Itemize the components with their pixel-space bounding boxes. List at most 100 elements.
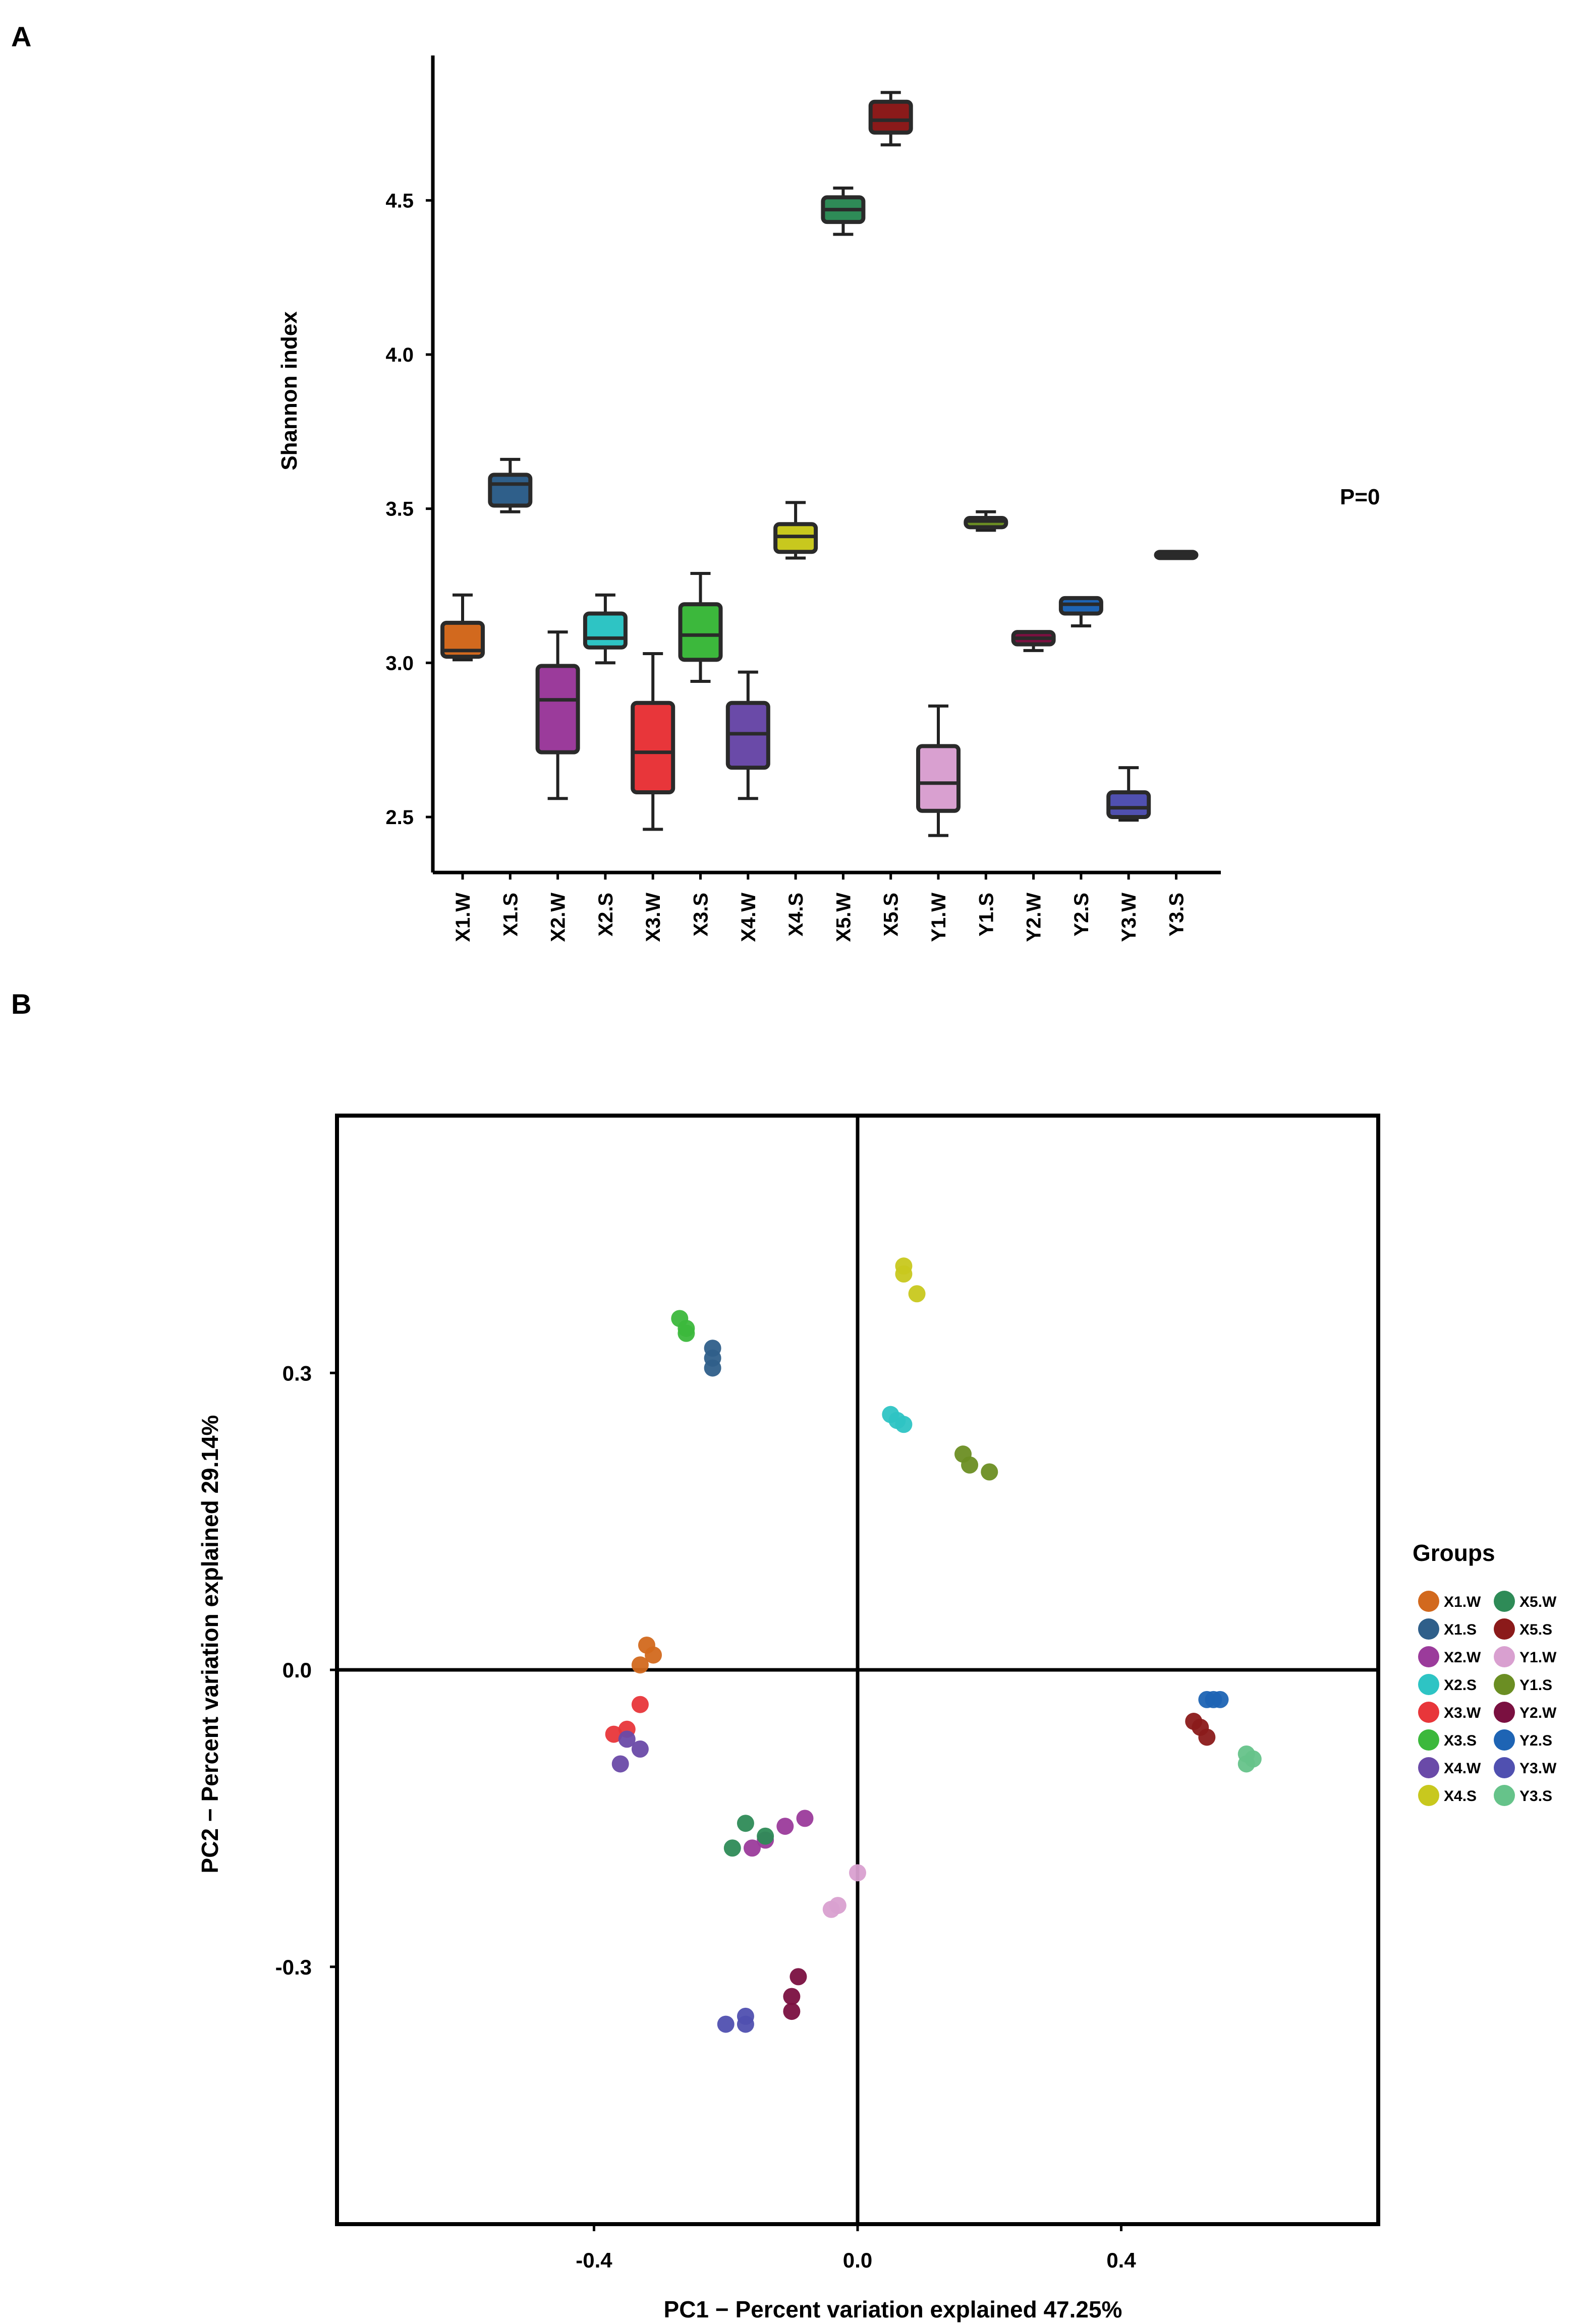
x-tick-label-y3-w: Y3.W xyxy=(1118,893,1140,942)
box-x4-w xyxy=(725,670,770,800)
panel-a-axes xyxy=(431,55,1221,875)
legend-item-x1-w: X1.W xyxy=(1418,1591,1481,1612)
box-body-x2-w xyxy=(535,664,580,754)
legend-item-y3-w: Y3.W xyxy=(1494,1757,1557,1778)
x-tick-label-y2-s: Y2.S xyxy=(1070,893,1093,937)
y-tick-label-3-5: 3.5 xyxy=(385,498,414,520)
point-x4-w-2 xyxy=(611,1755,629,1773)
legend-swatch-x4-s xyxy=(1418,1785,1439,1806)
y-tick-label-3: 3.0 xyxy=(385,652,414,674)
box-body-x1-w xyxy=(440,620,485,659)
series-y3-w xyxy=(717,2007,754,2033)
point-y3-w-2 xyxy=(737,2015,754,2033)
box-x1-w xyxy=(440,593,485,662)
box-body-x2-s xyxy=(583,611,628,650)
panel-b-ticks: -0.4 0.0 0.4 0.3 0.0 -0.3 xyxy=(275,1361,1137,2272)
series-x2-w xyxy=(743,1810,814,1857)
legend-label-x3-w: X3.W xyxy=(1444,1705,1481,1721)
box-x2-s xyxy=(583,593,628,665)
point-x3-w-0 xyxy=(631,1696,649,1713)
y-tick-label-4: 4.0 xyxy=(385,344,414,366)
pc2-tick-label-0-3: 0.3 xyxy=(283,1361,312,1385)
point-y2-s-2 xyxy=(1211,1691,1229,1708)
legend-item-y3-s: Y3.S xyxy=(1494,1785,1552,1806)
box-x3-w xyxy=(631,652,675,831)
x-tick-label-y1-s: Y1.S xyxy=(975,893,997,937)
x-tick-label-x3-w: X3.W xyxy=(642,893,664,942)
legend-label-x1-w: X1.W xyxy=(1444,1594,1481,1610)
box-y1-w xyxy=(916,704,961,837)
legend-label-x4-w: X4.W xyxy=(1444,1760,1481,1777)
series-x4-w xyxy=(611,1730,649,1773)
point-x5-w-1 xyxy=(757,1827,774,1845)
box-body-x3-s xyxy=(678,602,723,662)
legend-label-x2-w: X2.W xyxy=(1444,1649,1481,1666)
legend-swatch-y2-w xyxy=(1494,1702,1515,1723)
x-tick-label-y2-w: Y2.W xyxy=(1023,893,1045,942)
pc1-tick-label-0-4: 0.4 xyxy=(1106,2248,1136,2272)
box-x4-s xyxy=(773,501,818,560)
panel-a-label: A xyxy=(11,21,31,52)
legend-swatch-x1-s xyxy=(1418,1618,1439,1640)
legend-swatch-y3-w xyxy=(1494,1757,1515,1778)
series-x5-s xyxy=(1185,1713,1216,1746)
point-y3-s-2 xyxy=(1237,1755,1255,1773)
legend-label-y2-w: Y2.W xyxy=(1519,1705,1557,1721)
legend-label-y1-w: Y1.W xyxy=(1519,1649,1557,1666)
panel-b-frame xyxy=(335,1114,1380,2226)
box-body-x3-w xyxy=(631,701,675,795)
series-x4-s xyxy=(895,1257,926,1303)
legend-item-y2-w: Y2.W xyxy=(1494,1702,1557,1723)
series-x3-s xyxy=(671,1310,695,1342)
panel-a-ticks: 2.5 3.0 3.5 4.0 4.5 X1.W X1.S X2.W X2.S X3.W X3.S X… xyxy=(385,190,1188,942)
series-y2-s xyxy=(1198,1691,1229,1708)
box-x2-w xyxy=(535,630,580,800)
box-body-y3-w xyxy=(1106,790,1151,819)
x-tick-label-x5-s: X5.S xyxy=(880,893,903,937)
x-tick-label-y3-s: Y3.S xyxy=(1166,893,1188,937)
legend-label-y3-w: Y3.W xyxy=(1519,1760,1557,1777)
box-body-x5-s xyxy=(868,99,913,135)
series-y2-w xyxy=(783,1968,807,2020)
legend-swatch-y1-w xyxy=(1494,1646,1515,1667)
point-x5-w-2 xyxy=(723,1839,741,1857)
series-x2-s xyxy=(882,1406,913,1433)
legend-swatch-y2-s xyxy=(1494,1729,1515,1751)
legend-swatch-y3-s xyxy=(1494,1785,1515,1806)
legend-item-x5-s: X5.S xyxy=(1494,1618,1552,1640)
point-x2-w-3 xyxy=(743,1839,761,1857)
point-y1-s-2 xyxy=(981,1463,998,1481)
legend-swatch-x3-s xyxy=(1418,1729,1439,1751)
series-y3-s xyxy=(1237,1745,1262,1773)
point-y2-w-2 xyxy=(783,2003,801,2020)
box-y1-s xyxy=(964,510,1008,532)
point-x2-s-2 xyxy=(895,1416,913,1433)
point-y1-w-2 xyxy=(822,1900,840,1918)
point-x3-w-2 xyxy=(605,1725,623,1743)
point-y1-s-1 xyxy=(961,1456,979,1474)
box-y3-w xyxy=(1106,766,1151,822)
legend-item-x4-w: X4.W xyxy=(1418,1757,1481,1778)
legend-swatch-x4-w xyxy=(1418,1757,1439,1778)
series-x1-w xyxy=(631,1636,662,1674)
legend-label-x3-s: X3.S xyxy=(1444,1732,1477,1749)
legend-title: Groups xyxy=(1413,1540,1495,1566)
legend-item-x5-w: X5.W xyxy=(1494,1591,1557,1612)
x-tick-label-x3-s: X3.S xyxy=(690,893,712,937)
pc2-tick-label-0-0: 0.0 xyxy=(283,1658,312,1682)
series-x5-w xyxy=(723,1815,774,1857)
panel-a-boxes xyxy=(440,91,1199,837)
point-x4-w-0 xyxy=(618,1730,636,1748)
panel-a-boxplot: A 2.5 3.0 3.5 4.0 4.5 X1.W X1.S X2.W X2.S X3.W X3.… xyxy=(11,21,1380,942)
legend-item-x2-w: X2.W xyxy=(1418,1646,1481,1667)
legend-swatch-x5-s xyxy=(1494,1618,1515,1640)
legend-item-y1-s: Y1.S xyxy=(1494,1674,1552,1695)
pc1-tick-label-0-0: 0.0 xyxy=(843,2248,872,2272)
panel-b-x-axis-label: PC1 − Percent variation explained 47.25% xyxy=(664,2296,1122,2322)
panel-b-label: B xyxy=(11,988,31,1020)
point-x2-w-0 xyxy=(796,1810,814,1827)
x-tick-label-x2-s: X2.S xyxy=(595,893,617,937)
point-x1-w-2 xyxy=(631,1656,649,1674)
pc2-tick-label--0-3: -0.3 xyxy=(275,1955,312,1979)
